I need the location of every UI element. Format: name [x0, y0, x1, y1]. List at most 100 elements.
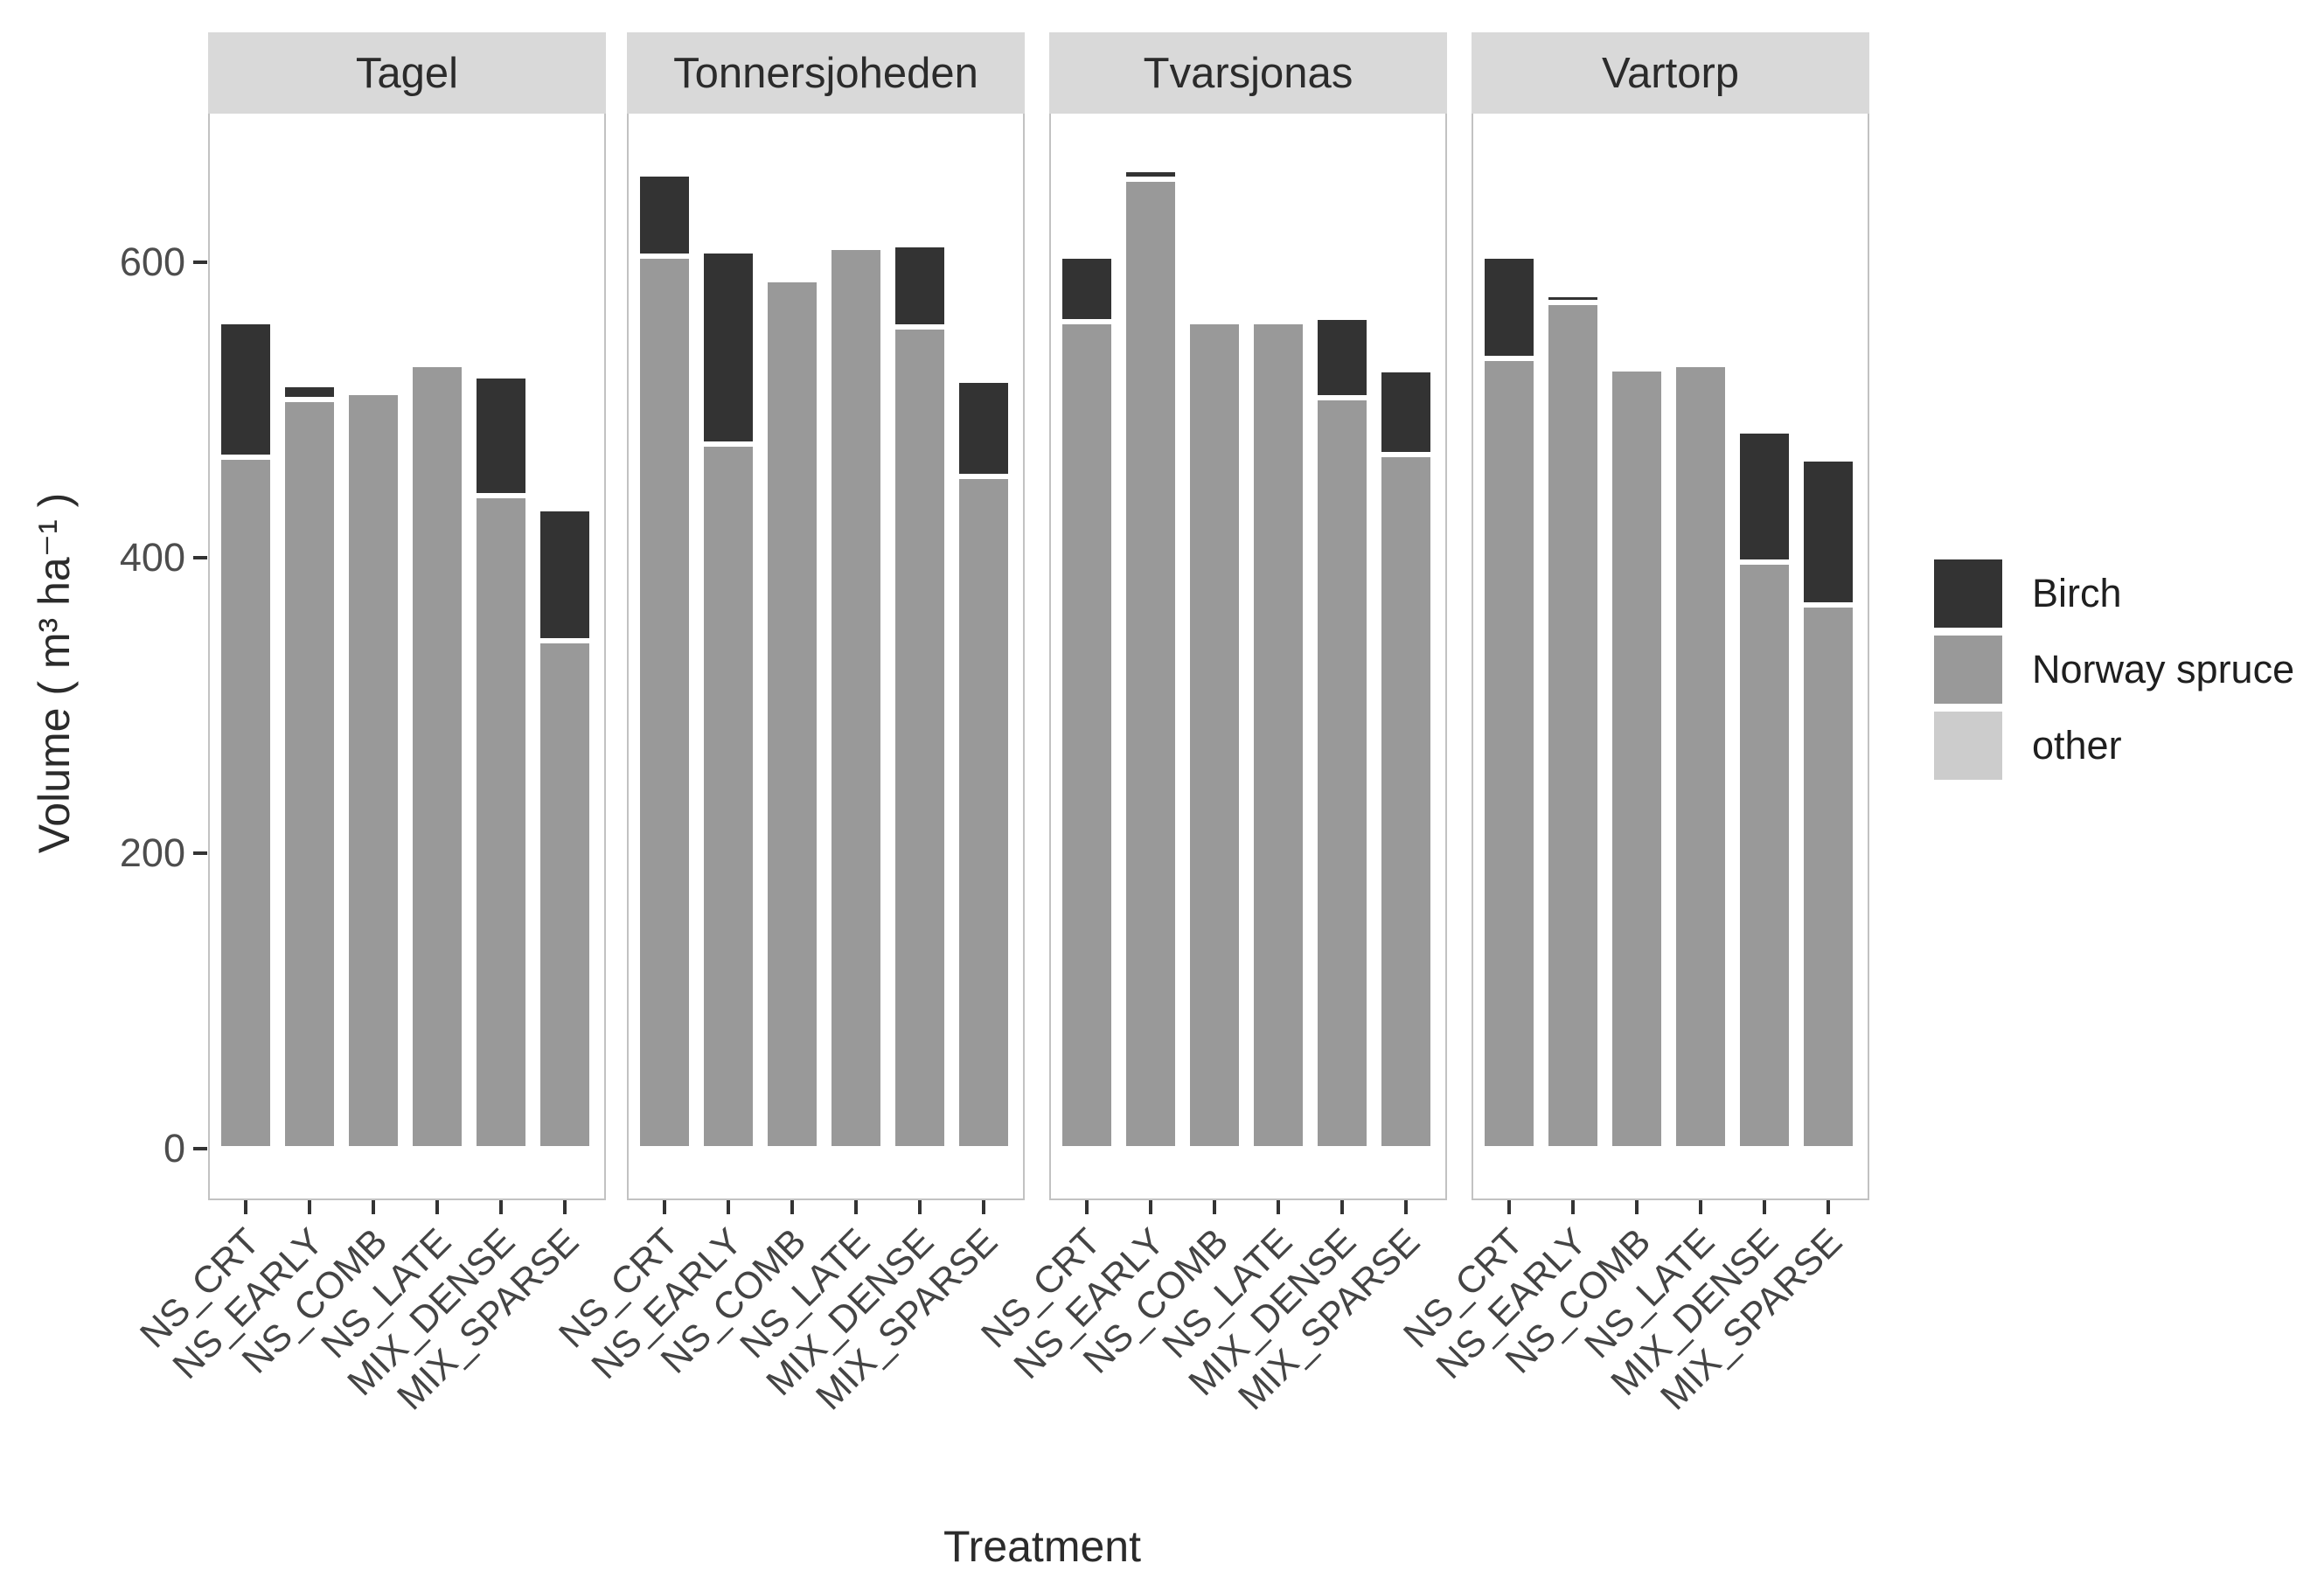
x-tick-mark — [563, 1200, 567, 1214]
bar-segment-norway-spruce — [957, 476, 1011, 1149]
bar-segment-birch — [1060, 256, 1114, 322]
y-tick-label: 0 — [163, 1126, 185, 1171]
bar-segment-birch — [538, 509, 592, 641]
y-tick-mark — [193, 851, 207, 855]
bar-segment-norway-spruce — [1673, 364, 1728, 1149]
legend-item-other: other — [1934, 712, 2294, 780]
bar-segment-norway-spruce — [474, 496, 528, 1149]
x-tick-mark — [1340, 1200, 1344, 1214]
legend-key-swatch — [1934, 712, 2002, 780]
x-tick-mark — [663, 1200, 666, 1214]
bar-segment-birch — [1124, 169, 1178, 180]
stacked-bar — [765, 280, 819, 1149]
stacked-bar — [701, 250, 755, 1149]
facet-strip-label: Tonnersjoheden — [673, 49, 978, 97]
bar-segment-norway-spruce — [410, 364, 464, 1149]
x-tick-mark — [244, 1200, 247, 1214]
bar-segment-birch — [1546, 295, 1600, 302]
legend-label: Norway spruce — [2032, 647, 2295, 691]
x-tick-mark — [982, 1200, 985, 1214]
stacked-bar — [1737, 430, 1792, 1149]
bar-segment-norway-spruce — [219, 457, 273, 1149]
stacked-bar — [1610, 368, 1664, 1149]
bar-segment-birch — [282, 385, 337, 400]
x-tick-mark — [790, 1200, 794, 1214]
bar-segment-norway-spruce — [765, 280, 819, 1149]
stacked-bar — [637, 173, 692, 1149]
facet-panel-tvarsjonas — [1049, 114, 1447, 1200]
facet-panel-tagel — [208, 114, 606, 1200]
stacked-bar — [474, 376, 528, 1149]
x-tick-mark — [1277, 1200, 1280, 1214]
bar-segment-norway-spruce — [1124, 179, 1178, 1149]
stacked-bar — [1673, 364, 1728, 1149]
bar-segment-birch — [637, 173, 692, 257]
bar-segment-birch — [1379, 370, 1433, 455]
x-tick-mark — [1699, 1200, 1702, 1214]
bar-segment-norway-spruce — [538, 640, 592, 1149]
x-tick-mark — [918, 1200, 922, 1214]
bar-segment-birch — [701, 250, 755, 444]
bar-segment-norway-spruce — [1610, 368, 1664, 1149]
facet-strip-label: Tagel — [355, 49, 459, 97]
x-tick-mark — [1149, 1200, 1152, 1214]
stacked-bar — [346, 392, 400, 1149]
stacked-bar — [1546, 295, 1600, 1149]
stacked-bar — [410, 364, 464, 1149]
bar-segment-norway-spruce — [1546, 302, 1600, 1149]
x-tick-mark — [727, 1200, 730, 1214]
bar-segment-norway-spruce — [637, 256, 692, 1149]
legend-key-swatch — [1934, 559, 2002, 628]
stacked-bar — [1251, 321, 1305, 1149]
stacked-bar — [1482, 256, 1536, 1149]
x-tick-mark — [499, 1200, 503, 1214]
bar-segment-birch — [1801, 458, 1855, 606]
y-tick-mark — [193, 261, 207, 264]
legend-label: other — [2032, 723, 2122, 768]
x-tick-mark — [854, 1200, 858, 1214]
legend-key-swatch — [1934, 636, 2002, 704]
facet-strip-label: Vartorp — [1601, 49, 1740, 97]
stacked-bar — [893, 244, 947, 1149]
bar-segment-norway-spruce — [1379, 454, 1433, 1149]
bar-segment-norway-spruce — [346, 392, 400, 1149]
bar-segment-birch — [1482, 256, 1536, 358]
stacked-bar — [219, 321, 273, 1149]
x-axis-title: Treatment — [943, 1522, 1141, 1571]
bar-segment-birch — [219, 321, 273, 458]
bar-segment-norway-spruce — [829, 247, 883, 1149]
bar-segment-norway-spruce — [1315, 398, 1369, 1149]
y-tick-mark — [193, 1147, 207, 1150]
legend-item-birch: Birch — [1934, 559, 2294, 628]
facet-strip-label: Tvarsjonas — [1143, 49, 1353, 97]
x-tick-mark — [1571, 1200, 1575, 1214]
bar-segment-birch — [1737, 430, 1792, 563]
y-tick-label: 600 — [119, 240, 185, 284]
x-tick-mark — [1635, 1200, 1639, 1214]
y-tick-mark — [193, 556, 207, 559]
facet-strip-tagel: Tagel — [208, 32, 606, 114]
stacked-bar — [282, 385, 337, 1149]
y-tick-label: 200 — [119, 830, 185, 875]
x-tick-mark — [1826, 1200, 1830, 1214]
bar-segment-norway-spruce — [701, 443, 755, 1149]
stacked-bar — [538, 509, 592, 1149]
x-tick-mark — [1507, 1200, 1511, 1214]
bar-segment-norway-spruce — [1060, 321, 1114, 1149]
facet-strip-tonnersjoheden: Tonnersjoheden — [627, 32, 1025, 114]
stacked-bar — [1060, 256, 1114, 1149]
bar-segment-norway-spruce — [1482, 358, 1536, 1149]
legend-label: Birch — [2032, 571, 2122, 615]
bar-segment-birch — [474, 376, 528, 497]
y-tick-label: 400 — [119, 535, 185, 580]
bar-segment-norway-spruce — [1187, 321, 1242, 1149]
facet-strip-tvarsjonas: Tvarsjonas — [1049, 32, 1447, 114]
stacked-bar — [957, 380, 1011, 1149]
bar-segment-norway-spruce — [1801, 605, 1855, 1149]
legend-item-norway-spruce: Norway spruce — [1934, 636, 2294, 704]
stacked-bar — [1124, 169, 1178, 1149]
x-tick-mark — [1763, 1200, 1766, 1214]
bar-segment-norway-spruce — [282, 399, 337, 1149]
bar-segment-birch — [893, 244, 947, 328]
